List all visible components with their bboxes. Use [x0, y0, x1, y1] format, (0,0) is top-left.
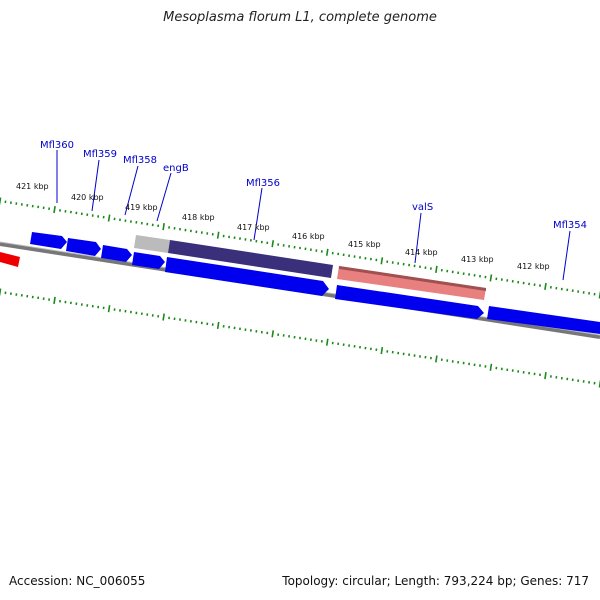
gene-label-valS[interactable]: valS [412, 202, 433, 213]
major-tick [380, 346, 384, 355]
tick-label: 414 kbp [405, 248, 438, 257]
tick-label: 413 kbp [461, 255, 494, 264]
valS-highlight-shade [339, 266, 486, 291]
major-tick [271, 240, 275, 248]
gene-label-Mfl358[interactable]: Mfl358 [123, 155, 157, 166]
gene-label-Mfl360[interactable]: Mfl360 [40, 140, 74, 151]
gene-arrow-Mfl358[interactable] [101, 245, 132, 262]
label-leaders [56, 150, 571, 281]
page-title: Mesoplasma florum L1, complete genome [163, 10, 437, 25]
major-tick [216, 231, 220, 239]
tick-label: 416 kbp [292, 232, 325, 241]
tick-label: 417 kbp [237, 223, 270, 232]
major-tick [489, 363, 493, 371]
inner-ruler [0, 288, 600, 388]
major-tick [53, 205, 56, 214]
tick-label: 421 kbp [16, 182, 49, 191]
major-tick [107, 305, 111, 313]
major-tick [0, 197, 2, 205]
major-tick [325, 338, 329, 346]
engB-highlight-light [134, 235, 170, 253]
major-tick [271, 330, 275, 338]
major-tick [435, 265, 438, 273]
gene-label-Mfl354[interactable]: Mfl354 [553, 220, 587, 231]
major-tick [489, 274, 493, 282]
major-tick [162, 223, 165, 231]
tick-label: 418 kbp [182, 213, 215, 222]
tick-label: 420 kbp [71, 193, 104, 202]
tick-label: 415 kbp [348, 240, 381, 249]
gene-arrow-engB[interactable] [132, 252, 165, 269]
gene-labels: Mfl360 Mfl359 Mfl358 engB Mfl356 valS Mf… [40, 140, 587, 231]
major-tick [0, 288, 2, 296]
valS-highlight[interactable] [337, 266, 486, 300]
major-tick [162, 313, 165, 321]
tick-label: 412 kbp [517, 262, 550, 271]
major-tick [216, 321, 220, 330]
gene-arrow-Mfl356[interactable] [165, 257, 329, 296]
tick-labels: 421 kbp 420 kbp 419 kbp 418 kbp 417 kbp … [16, 182, 550, 271]
outer-ruler [0, 197, 600, 299]
gene-label-Mfl359[interactable]: Mfl359 [83, 149, 117, 160]
feature-track [0, 232, 600, 334]
gene-label-engB[interactable]: engB [163, 163, 189, 174]
accession-label: Accession: NC_006055 [9, 574, 146, 588]
major-tick [325, 248, 329, 256]
gene-arrow-valS[interactable] [335, 285, 484, 319]
gene-arrow-Mfl359[interactable] [66, 238, 101, 256]
major-tick [53, 296, 56, 304]
gene-label-Mfl356[interactable]: Mfl356 [246, 178, 280, 189]
engB-highlight-dark[interactable] [168, 240, 333, 278]
major-tick [544, 282, 547, 291]
tick-label: 419 kbp [125, 203, 158, 212]
rna-feature[interactable] [0, 252, 20, 267]
gene-arrow-Mfl360[interactable] [30, 232, 67, 249]
major-tick [435, 355, 438, 363]
genome-summary: Topology: circular; Length: 793,224 bp; … [282, 574, 589, 588]
gene-arrow-Mfl354[interactable] [487, 306, 600, 334]
major-tick [107, 214, 111, 222]
major-tick [380, 257, 384, 265]
major-tick [544, 372, 547, 380]
